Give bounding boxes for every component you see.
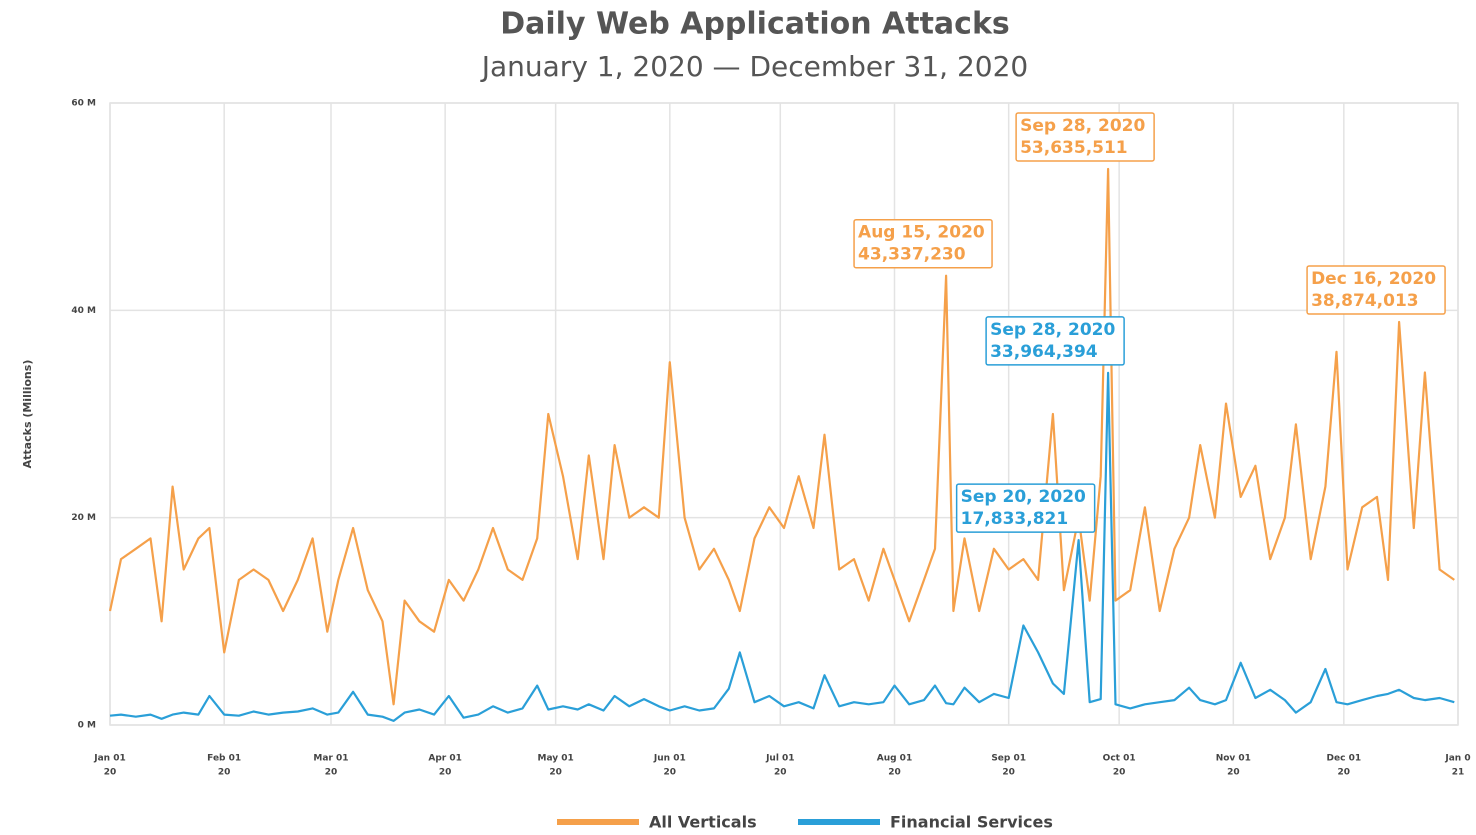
x-tick-label: 20 xyxy=(888,768,901,778)
chart-subtitle: January 1, 2020 — December 31, 2020 xyxy=(480,50,1029,83)
series-line xyxy=(108,167,1455,706)
x-tick-label: 20 xyxy=(1338,768,1351,778)
annotation-date: Sep 20, 2020 xyxy=(961,487,1086,507)
y-tick-label: 60 M xyxy=(71,99,96,109)
x-tick-label: 20 xyxy=(1227,768,1240,778)
x-tick-label: Apr 01 xyxy=(428,754,462,764)
x-tick-label: Jun 01 xyxy=(653,754,686,764)
legend-label: All Verticals xyxy=(649,813,757,832)
x-tick-label: 20 xyxy=(664,768,677,778)
x-tick-label: 20 xyxy=(104,768,117,778)
y-tick-label: 40 M xyxy=(71,306,96,316)
legend-label: Financial Services xyxy=(890,813,1053,832)
y-tick-label: 20 M xyxy=(71,513,96,523)
annotation-value: 33,964,394 xyxy=(990,342,1098,362)
annotation-value: 53,635,511 xyxy=(1020,138,1128,158)
x-tick-label: 20 xyxy=(1002,768,1015,778)
x-tick-label: Oct 01 xyxy=(1103,754,1136,764)
annotation-date: Dec 16, 2020 xyxy=(1311,269,1436,289)
annotation-value: 43,337,230 xyxy=(858,245,966,265)
chart-title: Daily Web Application Attacks xyxy=(500,7,1010,42)
y-tick-label: 0 M xyxy=(78,721,96,731)
annotation-box xyxy=(853,218,993,269)
x-tick-label: 20 xyxy=(549,768,562,778)
x-tick-label: 20 xyxy=(1113,768,1126,778)
x-tick-label: Sep 01 xyxy=(991,754,1026,764)
x-tick-label: 20 xyxy=(325,768,338,778)
x-tick-label: Feb 01 xyxy=(207,754,241,764)
annotation-date: Aug 15, 2020 xyxy=(858,223,985,243)
x-tick-label: Aug 01 xyxy=(877,754,912,764)
annotation-value: 38,874,013 xyxy=(1311,291,1419,311)
annotation-box xyxy=(955,483,1096,533)
x-tick-label: 20 xyxy=(439,768,452,778)
annotation-date: Sep 28, 2020 xyxy=(990,320,1115,340)
x-tick-label: 20 xyxy=(774,768,787,778)
annotation-box xyxy=(1015,112,1155,162)
series-line xyxy=(109,371,1455,722)
x-tick-label: Nov 01 xyxy=(1216,754,1251,764)
x-tick-label: Dec 01 xyxy=(1327,754,1362,764)
annotation-box xyxy=(1306,265,1446,315)
x-tick-label: 21 xyxy=(1452,768,1465,778)
annotation-date: Sep 28, 2020 xyxy=(1020,116,1145,136)
x-tick-label: Jan 0 xyxy=(1444,754,1470,764)
x-tick-label: Mar 01 xyxy=(313,754,348,764)
y-axis-label: Attacks (Millions) xyxy=(21,360,34,469)
x-tick-label: May 01 xyxy=(538,754,574,764)
annotation-value: 17,833,821 xyxy=(961,509,1069,529)
x-tick-label: Jul 01 xyxy=(765,754,795,764)
annotation-box xyxy=(985,316,1125,366)
x-tick-label: Jan 01 xyxy=(93,754,126,764)
plot-border xyxy=(109,102,1459,726)
x-tick-label: 20 xyxy=(218,768,231,778)
